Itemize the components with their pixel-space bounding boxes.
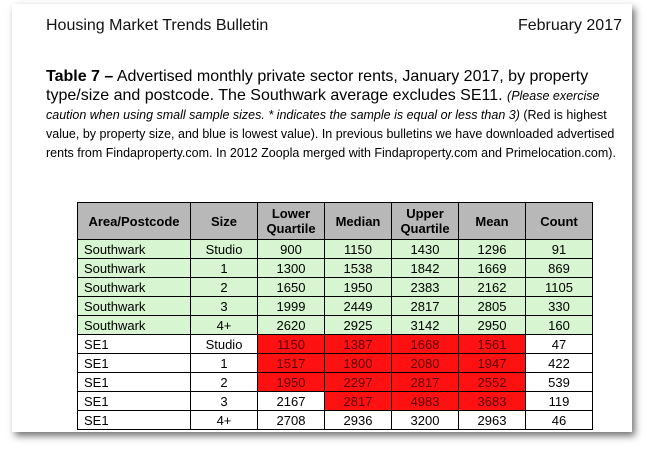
table-row: Southwark Studio 900 1150 1430 1296 91 [77, 239, 593, 259]
cell-size: 3 [190, 296, 258, 316]
cell-uq: 3142 [391, 315, 459, 335]
cell-uq: 1842 [391, 258, 459, 278]
cell-count: 422 [525, 353, 593, 373]
cell-area: SE1 [77, 334, 191, 354]
cell-count: 330 [525, 296, 593, 316]
col-header-lower-quartile: Lower Quartile [257, 202, 325, 240]
cell-uq: 1430 [391, 239, 459, 259]
cell-uq: 2817 [391, 372, 459, 392]
col-header-upper-quartile: Upper Quartile [391, 202, 459, 240]
col-header-count: Count [525, 202, 593, 240]
cell-count: 539 [525, 372, 593, 392]
cell-count: 47 [525, 334, 593, 354]
table-row: Southwark 2 1650 1950 2383 2162 1105 [77, 277, 593, 297]
cell-uq: 4983 [391, 391, 459, 411]
cell-count: 119 [525, 391, 593, 411]
cell-lq: 1517 [257, 353, 325, 373]
cell-median: 2297 [324, 372, 392, 392]
document-page: Housing Market Trends Bulletin February … [12, 4, 632, 432]
cell-lq: 2708 [257, 410, 325, 430]
cell-mean: 2963 [458, 410, 526, 430]
cell-size: 2 [190, 277, 258, 297]
cell-lq: 1999 [257, 296, 325, 316]
cell-median: 1538 [324, 258, 392, 278]
cell-uq: 1668 [391, 334, 459, 354]
cell-uq: 3200 [391, 410, 459, 430]
cell-lq: 1300 [257, 258, 325, 278]
table-header-row: Area/Postcode Size Lower Quartile Median… [77, 202, 593, 240]
cell-mean: 1669 [458, 258, 526, 278]
cell-median: 1150 [324, 239, 392, 259]
cell-median: 2449 [324, 296, 392, 316]
cell-median: 1800 [324, 353, 392, 373]
table-row: SE1 4+ 2708 2936 3200 2963 46 [77, 410, 593, 430]
table-row: Southwark 3 1999 2449 2817 2805 330 [77, 296, 593, 316]
cell-lq: 1950 [257, 372, 325, 392]
cell-area: Southwark [77, 258, 191, 278]
cell-size: Studio [190, 239, 258, 259]
cell-area: SE1 [77, 353, 191, 373]
cell-mean: 2162 [458, 277, 526, 297]
table-row: Southwark 4+ 2620 2925 3142 2950 160 [77, 315, 593, 335]
table-caption: Table 7 – Advertised monthly private sec… [46, 67, 618, 162]
col-header-area: Area/Postcode [77, 202, 191, 240]
cell-median: 1387 [324, 334, 392, 354]
cell-count: 46 [525, 410, 593, 430]
caption-text: Advertised monthly private sector rents,… [46, 68, 589, 104]
cell-uq: 2080 [391, 353, 459, 373]
cell-mean: 2950 [458, 315, 526, 335]
cell-lq: 1150 [257, 334, 325, 354]
cell-lq: 2167 [257, 391, 325, 411]
cell-lq: 900 [257, 239, 325, 259]
cell-size: Studio [190, 334, 258, 354]
cell-size: 3 [190, 391, 258, 411]
caption-notes: (Red is highest value, by property size,… [46, 108, 616, 160]
cell-count: 91 [525, 239, 593, 259]
rents-table: Area/Postcode Size Lower Quartile Median… [77, 202, 593, 430]
cell-count: 160 [525, 315, 593, 335]
caption-italic-note: (Please exercise caution when using smal… [46, 89, 600, 122]
bulletin-title: Housing Market Trends Bulletin [46, 17, 269, 34]
cell-lq: 2620 [257, 315, 325, 335]
cell-uq: 2817 [391, 296, 459, 316]
table-label: Table 7 – [46, 68, 114, 85]
cell-mean: 2805 [458, 296, 526, 316]
col-header-size: Size [190, 202, 258, 240]
table-row: SE1 3 2167 2817 4983 3683 119 [77, 391, 593, 411]
cell-area: SE1 [77, 372, 191, 392]
cell-count: 1105 [525, 277, 593, 297]
cell-size: 4+ [190, 315, 258, 335]
cell-median: 2925 [324, 315, 392, 335]
cell-area: Southwark [77, 239, 191, 259]
cell-area: Southwark [77, 296, 191, 316]
cell-area: Southwark [77, 315, 191, 335]
cell-area: Southwark [77, 277, 191, 297]
cell-median: 1950 [324, 277, 392, 297]
cell-size: 1 [190, 353, 258, 373]
cell-mean: 2552 [458, 372, 526, 392]
cell-median: 2936 [324, 410, 392, 430]
cell-count: 869 [525, 258, 593, 278]
cell-uq: 2383 [391, 277, 459, 297]
cell-size: 1 [190, 258, 258, 278]
table-row: SE1 1 1517 1800 2080 1947 422 [77, 353, 593, 373]
cell-mean: 1561 [458, 334, 526, 354]
cell-mean: 3683 [458, 391, 526, 411]
table-row: SE1 2 1950 2297 2817 2552 539 [77, 372, 593, 392]
col-header-median: Median [324, 202, 392, 240]
cell-size: 2 [190, 372, 258, 392]
col-header-mean: Mean [458, 202, 526, 240]
cell-median: 2817 [324, 391, 392, 411]
cell-mean: 1296 [458, 239, 526, 259]
cell-area: SE1 [77, 410, 191, 430]
cell-lq: 1650 [257, 277, 325, 297]
cell-area: SE1 [77, 391, 191, 411]
table-row: Southwark 1 1300 1538 1842 1669 869 [77, 258, 593, 278]
cell-mean: 1947 [458, 353, 526, 373]
bulletin-date: February 2017 [517, 17, 622, 34]
table-row: SE1 Studio 1150 1387 1668 1561 47 [77, 334, 593, 354]
cell-size: 4+ [190, 410, 258, 430]
